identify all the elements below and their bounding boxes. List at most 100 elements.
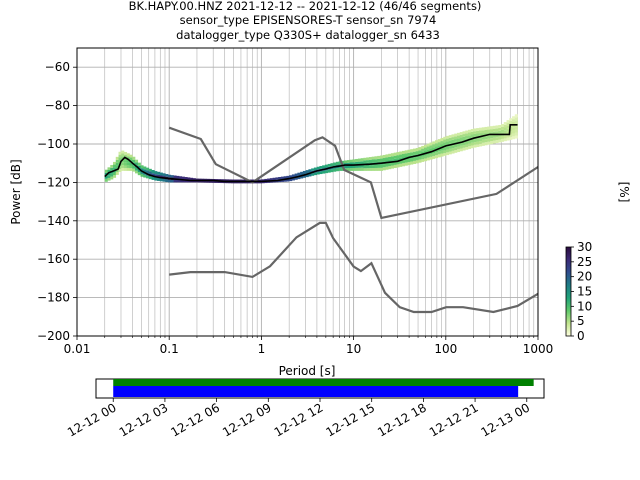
density-cell (363, 160, 367, 164)
density-cell (316, 171, 320, 175)
density-cell (374, 156, 378, 160)
nlnm-line (169, 221, 539, 314)
density-cell (393, 158, 397, 162)
density-cell (165, 179, 169, 183)
density-cell (192, 180, 196, 183)
density-cell (465, 133, 469, 137)
density-cell (154, 177, 158, 181)
density-cell (457, 143, 461, 147)
density-cell (322, 165, 326, 169)
density-cell (129, 162, 133, 166)
density-cell (396, 155, 400, 159)
density-cell (170, 179, 174, 183)
density-cell (124, 151, 128, 155)
density-cell (484, 136, 488, 140)
density-cell (146, 175, 150, 179)
density-cell (371, 159, 375, 163)
density-cell (484, 142, 488, 146)
density-cell (291, 174, 295, 178)
density-cell (275, 177, 279, 180)
density-cell (195, 180, 199, 183)
density-cell (278, 177, 282, 180)
density-cell (346, 168, 350, 171)
density-cell (465, 147, 469, 150)
density-cell (492, 137, 496, 141)
density-cell (203, 180, 207, 183)
density-cell (484, 126, 488, 130)
density-cell (401, 160, 406, 164)
density-cell (377, 155, 381, 159)
density-cell (269, 178, 273, 181)
density-cell (418, 159, 422, 163)
density-cell (506, 120, 510, 124)
coverage-tick-label: 12-12 09 (220, 400, 274, 439)
density-cell (490, 141, 494, 145)
density-cell (479, 133, 483, 136)
density-cell (223, 179, 227, 182)
title-line-2: sensor_type EPISENSORES-T sensor_sn 7974 (180, 13, 437, 27)
density-cell (490, 135, 494, 139)
density-cell (451, 134, 455, 138)
density-cell (484, 139, 488, 143)
density-cell (476, 138, 480, 142)
density-cell (239, 179, 243, 182)
density-cell (272, 177, 276, 181)
coverage-tick-label: 12-12 00 (65, 400, 119, 439)
density-cell (379, 158, 384, 162)
density-cell (379, 164, 384, 168)
density-cell (179, 176, 183, 180)
density-cell (363, 168, 367, 171)
density-cell (146, 170, 150, 174)
density-cell (473, 128, 477, 132)
density-cell (388, 153, 392, 157)
density-cell (481, 136, 485, 140)
density-cell (451, 145, 455, 149)
density-cell (462, 145, 466, 148)
density-cell (445, 135, 450, 139)
density-cell (305, 170, 309, 174)
density-cell (176, 175, 180, 180)
density-cell (437, 139, 441, 143)
coverage-tick-label: 12-12 12 (272, 400, 326, 439)
density-cell (212, 180, 216, 183)
density-cell (129, 157, 133, 161)
density-cell (415, 157, 419, 161)
density-cell (338, 167, 342, 171)
density-cell (157, 171, 161, 175)
density-cell (115, 162, 119, 166)
density-cell (445, 149, 450, 153)
density-cell (506, 137, 510, 141)
density-cell (429, 153, 433, 157)
density-cell (124, 165, 128, 169)
density-cell (492, 134, 496, 138)
density-cell (509, 131, 513, 135)
colorbar-tick-label: 25 (577, 255, 592, 269)
density-cell (509, 137, 513, 140)
density-cell (352, 162, 356, 166)
density-cell (503, 127, 507, 131)
density-cell (503, 135, 507, 139)
density-cell (382, 164, 386, 168)
density-cell (423, 147, 428, 151)
density-cell (412, 151, 417, 155)
density-cell (322, 170, 326, 174)
density-cell (399, 154, 403, 158)
density-cell (355, 161, 359, 165)
density-cell (401, 153, 406, 158)
density-cell (514, 114, 518, 118)
density-cell (261, 181, 265, 184)
density-cell (291, 177, 295, 181)
density-cell (401, 150, 406, 154)
density-cell (121, 156, 125, 160)
density-cell (129, 168, 133, 171)
density-cell (512, 116, 516, 120)
density-cell (121, 159, 125, 163)
density-cell (267, 178, 271, 181)
density-cell (459, 134, 463, 138)
density-cell (457, 135, 461, 139)
density-cell (410, 161, 414, 165)
density-cell (470, 131, 474, 135)
density-cell (492, 128, 496, 132)
density-cell (192, 178, 196, 181)
